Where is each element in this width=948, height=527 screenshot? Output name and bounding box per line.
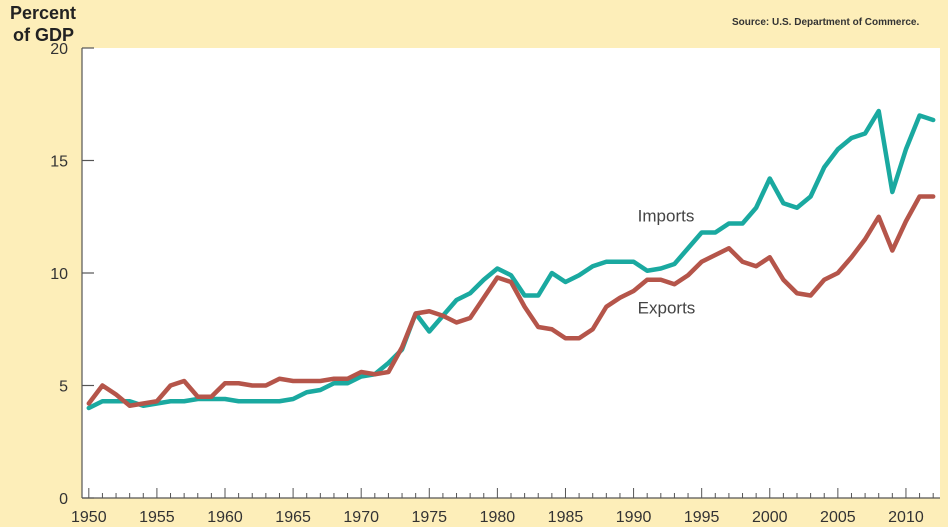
series-line-exports xyxy=(86,194,936,408)
source-note: Source: U.S. Department of Commerce. xyxy=(732,17,919,28)
y-axis-title-line-2: of GDP xyxy=(13,25,74,45)
y-tick-label: 10 xyxy=(50,266,68,283)
x-tick-label: 1970 xyxy=(343,509,379,526)
series-label-exports: Exports xyxy=(638,299,696,318)
y-axis-title-line-1: Percent xyxy=(10,3,77,23)
x-tick-label: 1990 xyxy=(616,509,652,526)
axes: 0 5 10 15 20 1950 1955 1960 1965 1970 1975 1980 1985… xyxy=(50,41,940,526)
x-tick-label: 1980 xyxy=(480,509,516,526)
x-tick-label: 1995 xyxy=(684,509,720,526)
y-axis-title: Percent of GDP xyxy=(10,2,77,46)
x-tick-label: 1985 xyxy=(548,509,584,526)
y-tick-label: 20 xyxy=(50,41,68,58)
x-tick-label: 1975 xyxy=(411,509,447,526)
x-tick-label: 1960 xyxy=(207,509,243,526)
series-lines xyxy=(86,108,936,411)
source-label: Source: xyxy=(732,17,770,28)
series-label-imports: Imports xyxy=(638,206,695,225)
x-tick-label: 2005 xyxy=(820,509,856,526)
y-tick-label: 15 xyxy=(50,154,68,171)
y-tick-label: 0 xyxy=(59,491,68,508)
x-tick-label: 2000 xyxy=(752,509,788,526)
x-tick-label: 1950 xyxy=(71,509,107,526)
x-tick-label: 2010 xyxy=(888,509,924,526)
y-tick-label: 5 xyxy=(59,379,68,396)
source-text: U.S. Department of Commerce. xyxy=(772,17,920,28)
series-line-imports xyxy=(86,108,936,411)
x-tick-label: 1955 xyxy=(139,509,175,526)
annotations: Imports Exports xyxy=(638,206,696,317)
x-tick-label: 1965 xyxy=(275,509,311,526)
